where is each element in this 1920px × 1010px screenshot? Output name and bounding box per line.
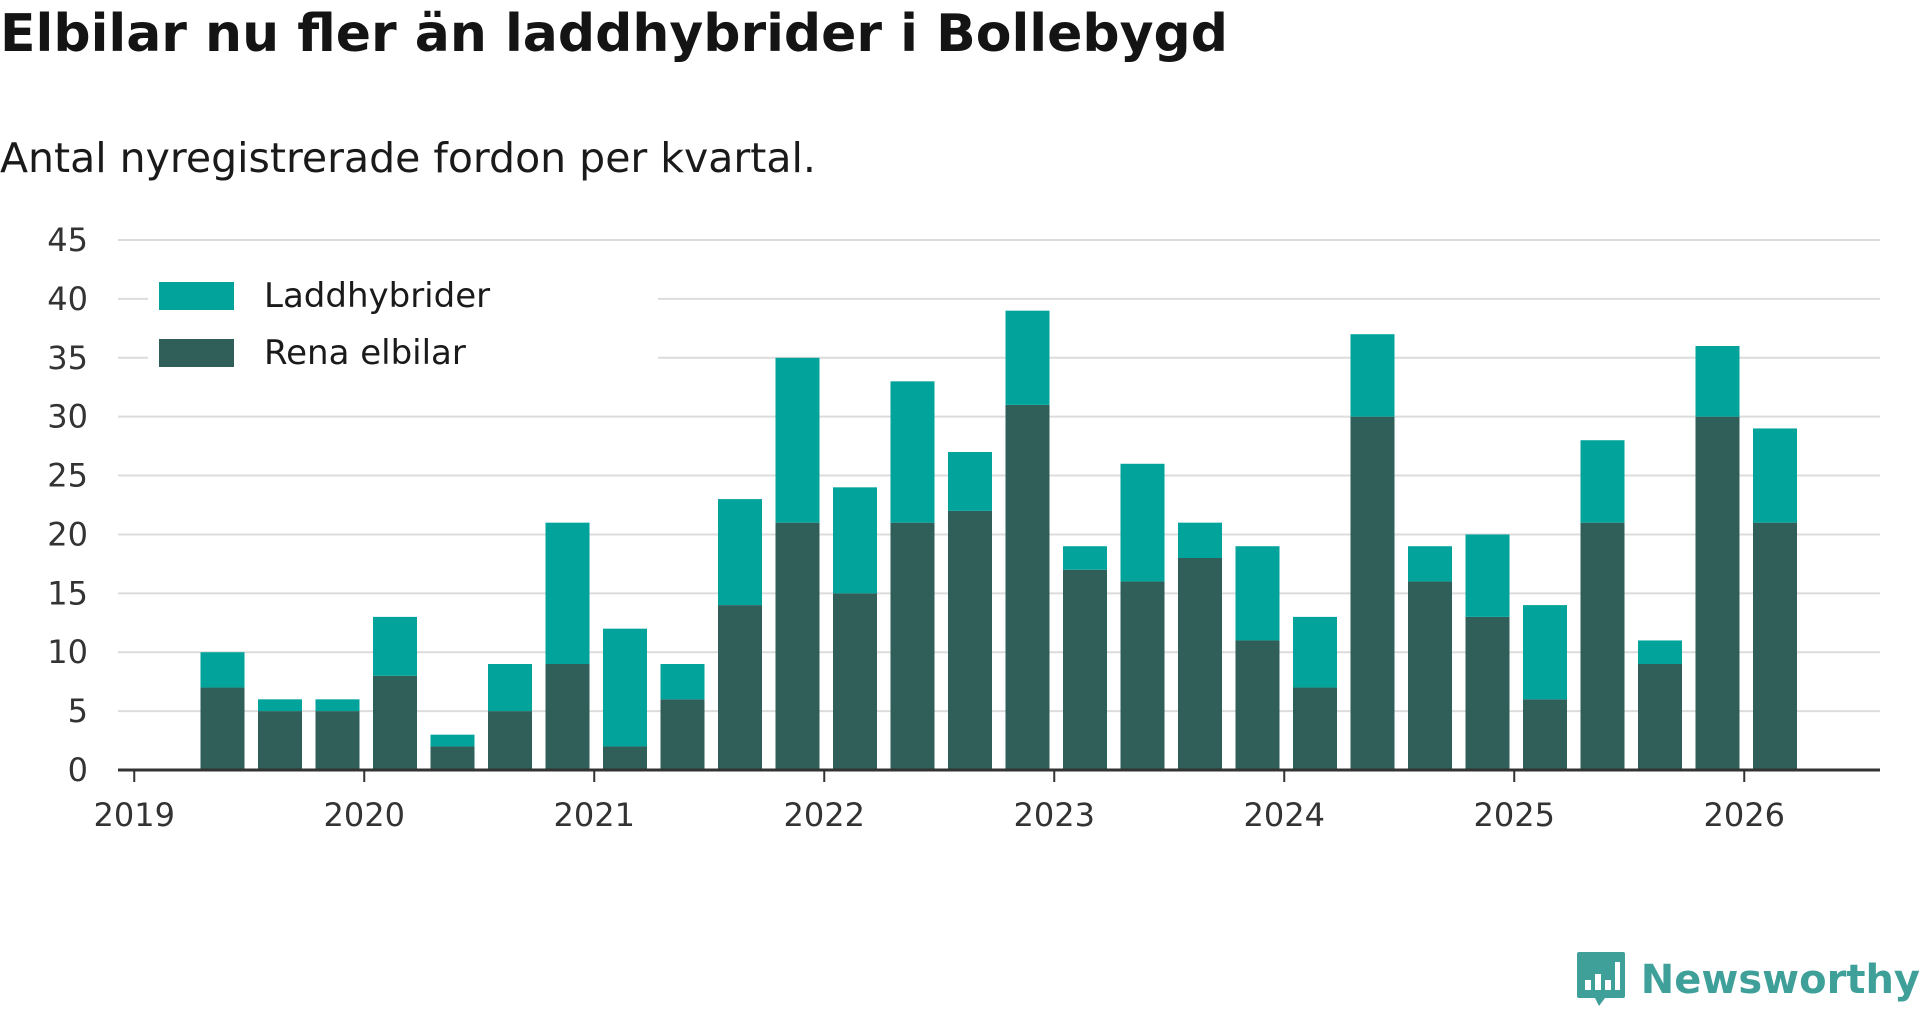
bar-laddhybrider	[1005, 310, 1050, 405]
y-tick-label: 20	[47, 515, 88, 553]
bar-rena-elbilar	[1753, 522, 1797, 770]
bar-laddhybrider	[1178, 522, 1222, 558]
bar-rena-elbilar	[948, 510, 992, 770]
chart-title: Elbilar nu fler än laddhybrider i Bolleb…	[0, 4, 1228, 64]
bar-rena-elbilar	[718, 605, 762, 770]
bar-rena-elbilar	[430, 746, 475, 770]
y-tick-label: 45	[47, 221, 88, 259]
y-tick-label: 40	[47, 280, 88, 318]
bar-rena-elbilar	[1465, 616, 1510, 770]
bar-rena-elbilar	[1178, 558, 1222, 770]
legend-label-rena-elbilar: Rena elbilar	[264, 333, 466, 373]
bars	[200, 310, 1797, 770]
bar-rena-elbilar	[1523, 699, 1567, 770]
bar-laddhybrider	[1465, 534, 1510, 617]
bar-laddhybrider	[258, 699, 302, 712]
logo-text: Newsworthy	[1640, 957, 1920, 1003]
bar-rena-elbilar	[1350, 416, 1395, 770]
bar-rena-elbilar	[545, 664, 590, 770]
bar-laddhybrider	[1638, 640, 1682, 664]
x-tick-label: 2021	[554, 796, 635, 834]
bar-laddhybrider	[1408, 546, 1452, 582]
bar-rena-elbilar	[1638, 664, 1682, 770]
bar-laddhybrider	[430, 734, 475, 747]
bar-laddhybrider	[1120, 463, 1165, 582]
bar-rena-elbilar	[1293, 687, 1337, 770]
bar-laddhybrider	[660, 664, 705, 700]
bar-laddhybrider	[373, 616, 417, 676]
bar-laddhybrider	[1753, 428, 1797, 523]
bar-rena-elbilar	[258, 711, 302, 770]
bar-rena-elbilar	[1120, 581, 1165, 770]
y-axis: 0 5 10 15 20 25 30 35 40 45	[47, 221, 88, 789]
y-tick-label: 5	[68, 692, 88, 730]
bar-laddhybrider	[1293, 616, 1337, 688]
bar-rena-elbilar	[1235, 640, 1280, 770]
y-tick-label: 15	[47, 574, 88, 612]
legend-label-laddhybrider: Laddhybrider	[264, 276, 490, 316]
bar-rena-elbilar	[660, 699, 705, 770]
legend: Laddhybrider Rena elbilar	[148, 270, 658, 380]
bar-rena-elbilar	[200, 687, 245, 770]
bar-rena-elbilar	[488, 711, 532, 770]
bar-rena-elbilar	[315, 711, 360, 770]
bar-rena-elbilar	[1580, 522, 1625, 770]
bar-laddhybrider	[488, 664, 532, 712]
y-tick-label: 30	[47, 398, 88, 436]
chart-subtitle: Antal nyregistrerade fordon per kvartal.	[0, 134, 816, 182]
bar-laddhybrider	[948, 452, 992, 511]
bar-laddhybrider	[1523, 605, 1567, 700]
bar-laddhybrider	[890, 381, 935, 523]
x-tick-label: 2023	[1014, 796, 1095, 834]
x-tick-label: 2020	[324, 796, 405, 834]
x-axis: 2019 2020 2021 2022 2023 2024 2025 2026	[94, 768, 1880, 834]
y-tick-label: 10	[47, 633, 88, 671]
bar-rena-elbilar	[1408, 581, 1452, 770]
y-tick-label: 25	[47, 457, 88, 495]
x-tick-label: 2026	[1704, 796, 1785, 834]
bar-laddhybrider	[1580, 440, 1625, 523]
bar-laddhybrider	[315, 699, 360, 712]
bar-laddhybrider	[1235, 546, 1280, 641]
y-tick-label: 0	[68, 751, 88, 789]
bar-rena-elbilar	[1005, 404, 1050, 770]
bar-laddhybrider	[1350, 334, 1395, 417]
x-tick-label: 2024	[1244, 796, 1325, 834]
bar-laddhybrider	[545, 522, 590, 664]
bar-laddhybrider	[603, 628, 647, 747]
bar-rena-elbilar	[890, 522, 935, 770]
bar-laddhybrider	[1695, 346, 1740, 417]
bar-rena-elbilar	[1063, 569, 1107, 770]
bar-laddhybrider	[1063, 546, 1107, 570]
bar-rena-elbilar	[775, 522, 820, 770]
y-tick-label: 35	[47, 339, 88, 377]
newsworthy-logo: Newsworthy	[1575, 950, 1920, 1010]
bar-rena-elbilar	[603, 746, 647, 770]
bar-laddhybrider	[833, 487, 877, 594]
bar-laddhybrider	[775, 357, 820, 523]
x-tick-label: 2022	[784, 796, 865, 834]
bar-rena-elbilar	[1695, 416, 1740, 770]
bar-laddhybrider	[200, 652, 245, 688]
bar-rena-elbilar	[373, 675, 417, 770]
bar-chart-speech-bubble-icon	[1576, 952, 1625, 1006]
x-tick-label: 2019	[94, 796, 175, 834]
bar-rena-elbilar	[833, 593, 877, 770]
bar-laddhybrider	[718, 499, 762, 606]
legend-swatch-rena-elbilar	[159, 339, 234, 367]
x-tick-label: 2025	[1474, 796, 1555, 834]
legend-swatch-laddhybrider	[159, 282, 234, 310]
